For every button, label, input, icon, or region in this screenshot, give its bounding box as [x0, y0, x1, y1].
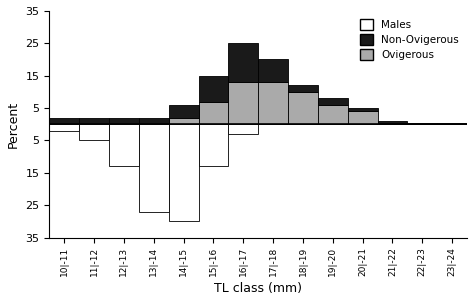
Bar	[378, 121, 407, 123]
Bar	[228, 82, 258, 124]
Bar	[49, 124, 79, 131]
Bar	[258, 82, 288, 124]
Bar	[139, 124, 169, 212]
Bar	[348, 108, 378, 111]
Bar	[109, 124, 139, 166]
Bar	[79, 118, 109, 124]
Bar	[407, 123, 437, 124]
Bar	[437, 123, 467, 124]
Bar	[109, 118, 139, 124]
Y-axis label: Percent: Percent	[7, 101, 20, 148]
Bar	[228, 124, 258, 134]
Legend: Males, Non-Ovigerous, Ovigerous: Males, Non-Ovigerous, Ovigerous	[357, 16, 462, 63]
Bar	[169, 105, 199, 118]
Bar	[79, 124, 109, 140]
Bar	[199, 101, 228, 124]
X-axis label: TL class (mm): TL class (mm)	[214, 282, 302, 295]
Bar	[49, 118, 79, 124]
Bar	[139, 118, 169, 124]
Bar	[288, 85, 318, 92]
Bar	[169, 124, 199, 221]
Bar	[318, 98, 348, 105]
Bar	[318, 105, 348, 124]
Bar	[378, 123, 407, 124]
Bar	[169, 118, 199, 124]
Bar	[199, 124, 228, 166]
Bar	[348, 111, 378, 124]
Bar	[228, 43, 258, 82]
Bar	[199, 76, 228, 101]
Bar	[258, 59, 288, 82]
Bar	[288, 92, 318, 124]
